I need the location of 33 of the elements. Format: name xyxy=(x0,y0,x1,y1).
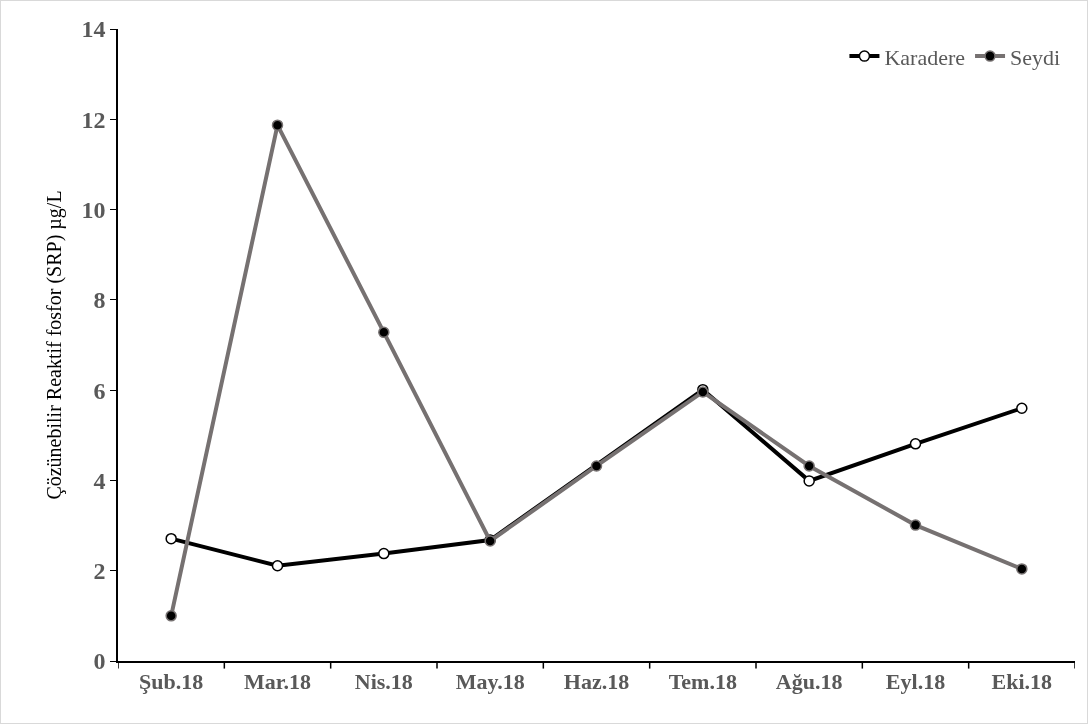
x-tick-label: Ağu.18 xyxy=(775,669,843,695)
point xyxy=(271,119,284,131)
y-tick-label: 8 xyxy=(93,287,106,314)
y-tick-label: 14 xyxy=(81,16,106,43)
point xyxy=(165,610,177,622)
x-tick-label: May.18 xyxy=(455,669,525,695)
point xyxy=(909,519,922,531)
legend-label: Seydi xyxy=(1010,44,1061,70)
x-tick-label: Şub.18 xyxy=(139,669,204,695)
y-axis-title: Çözünebilir Reaktif fosfor (SRP) µg/L xyxy=(43,190,67,500)
point xyxy=(803,475,815,487)
x-tick-label: Tem.18 xyxy=(668,669,737,695)
x-tick-label: Haz.18 xyxy=(563,669,630,695)
y-tick-label: 4 xyxy=(93,467,106,494)
point xyxy=(909,438,922,450)
point xyxy=(271,560,284,572)
point xyxy=(165,532,177,545)
legend-label: Karadere xyxy=(884,44,966,70)
point xyxy=(1016,563,1028,575)
point xyxy=(803,460,815,472)
y-tick-label: 0 xyxy=(93,648,106,675)
point xyxy=(378,547,390,560)
y-tick-label: 10 xyxy=(81,196,106,223)
point xyxy=(378,326,390,339)
x-tick-label: Mar.18 xyxy=(243,669,312,695)
x-tick-label: Eyl.18 xyxy=(885,669,946,695)
y-tick-label: 12 xyxy=(81,106,106,133)
x-tick-label: Eki.18 xyxy=(991,669,1053,695)
y-tick-label: 2 xyxy=(93,558,106,585)
point xyxy=(1016,402,1028,414)
x-tick-label: Nis.18 xyxy=(354,669,413,695)
point xyxy=(590,460,603,472)
y-tick-label: 6 xyxy=(93,377,106,404)
